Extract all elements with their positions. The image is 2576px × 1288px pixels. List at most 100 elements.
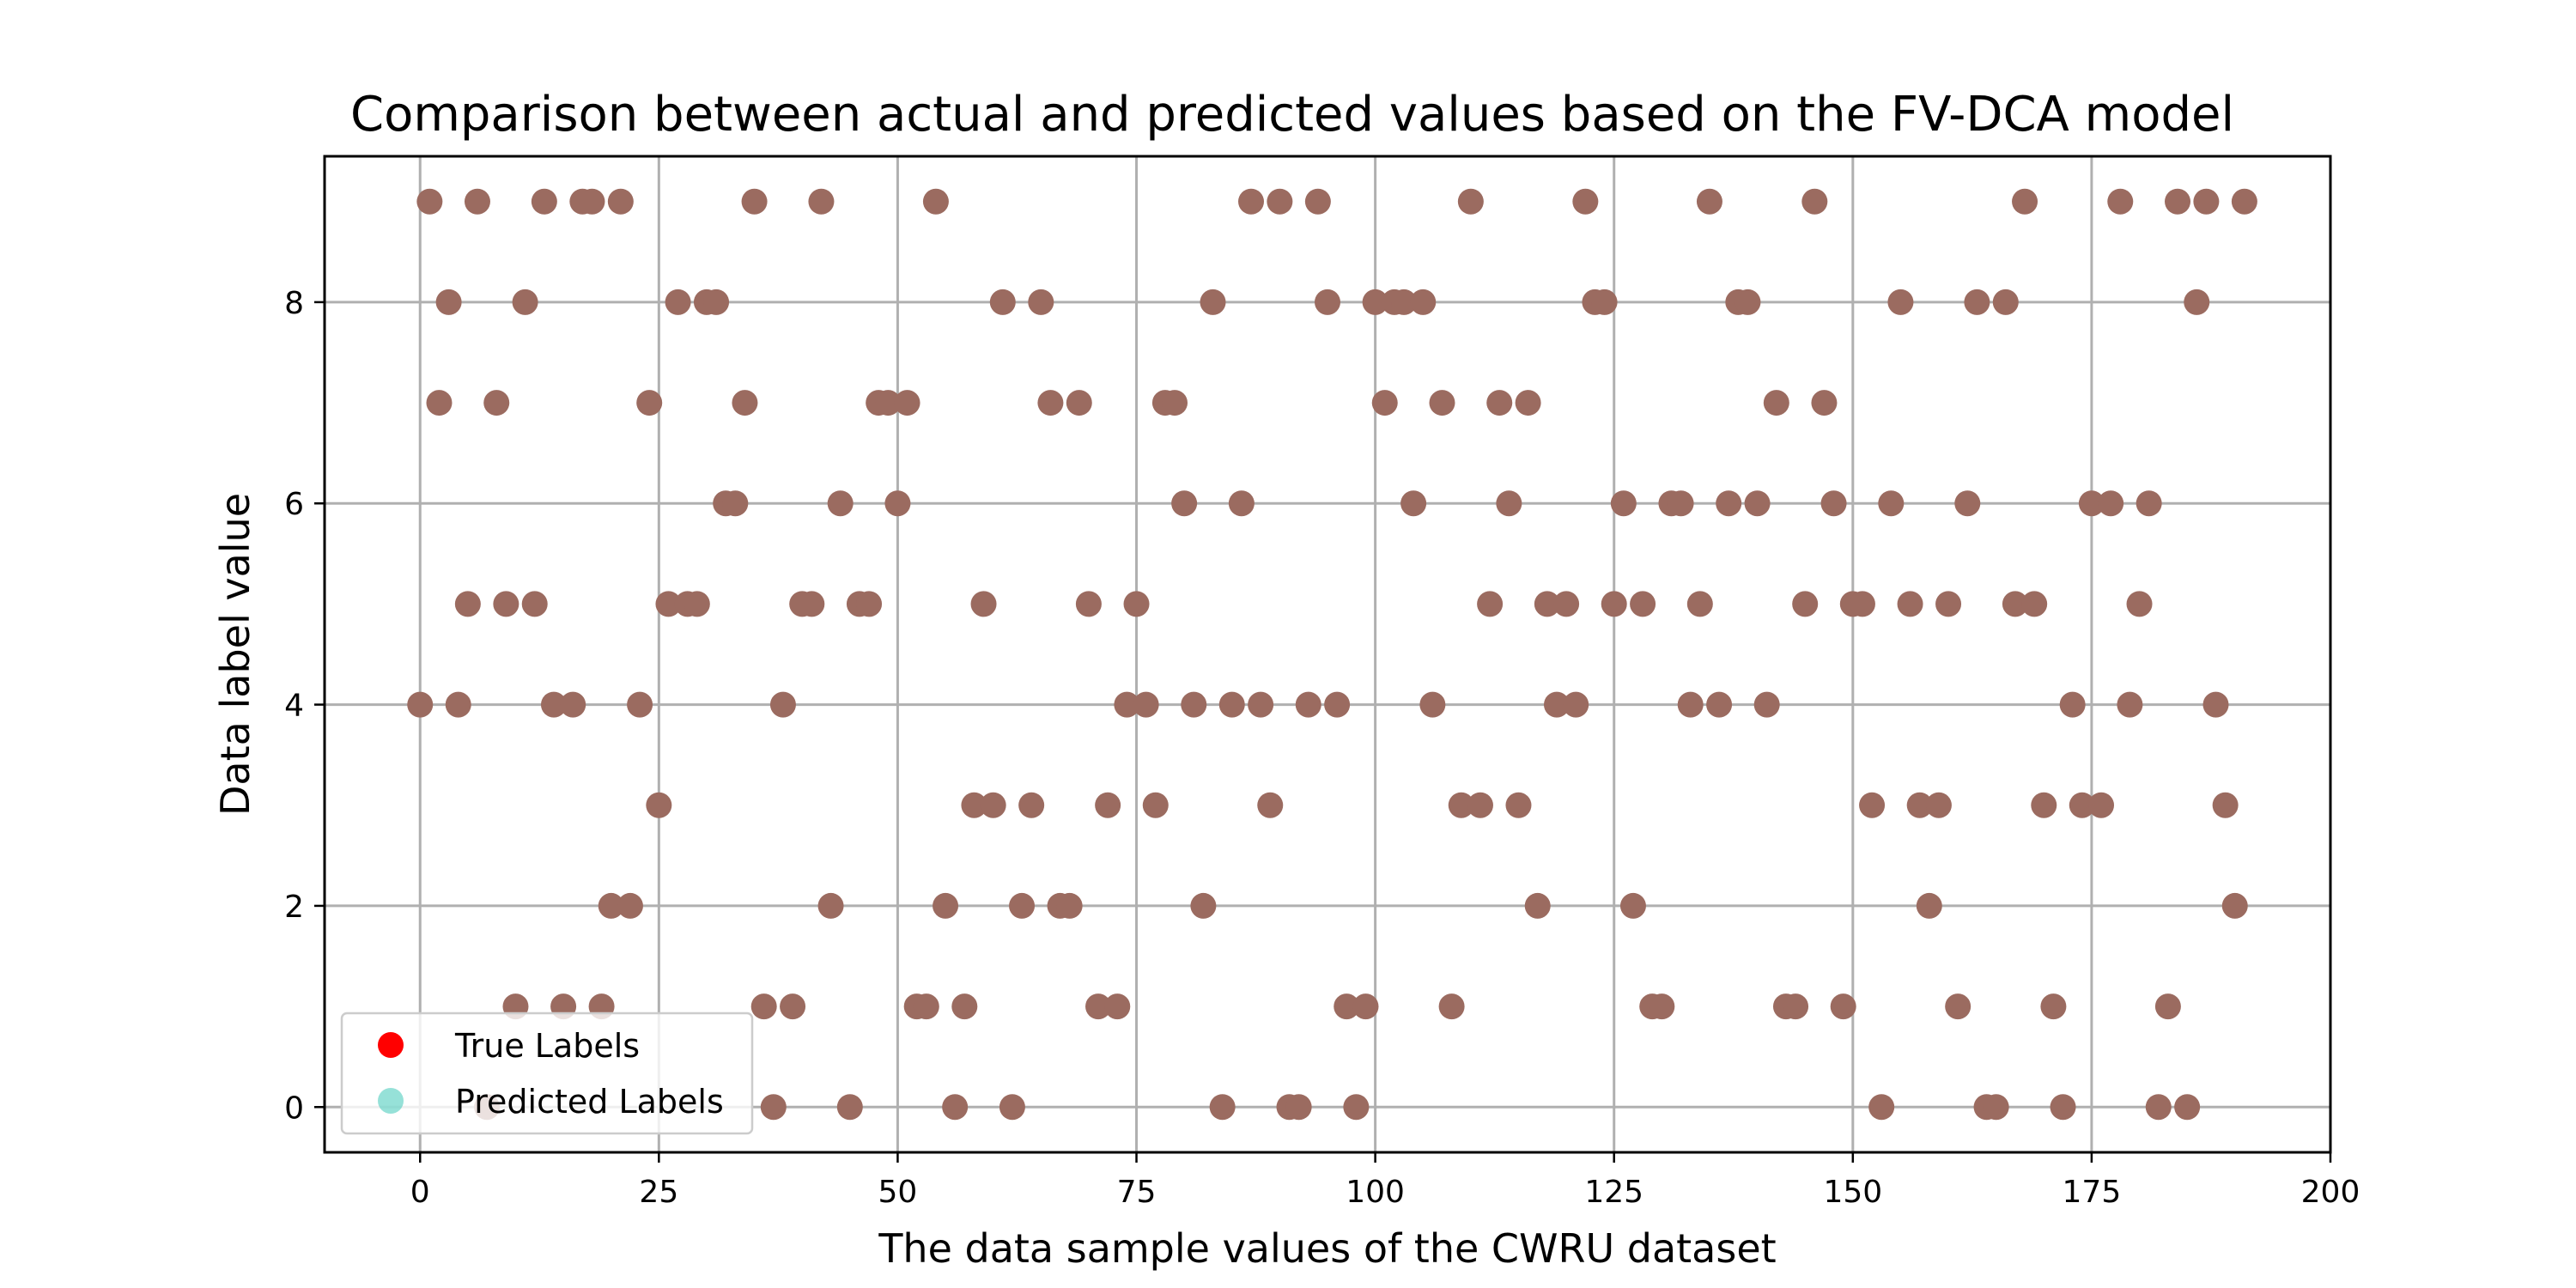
true-label-point (1200, 289, 1226, 315)
true-label-point (1238, 188, 1265, 215)
true-label-point (2002, 591, 2028, 617)
true-label-point (636, 390, 663, 416)
true-label-point (799, 591, 825, 617)
true-label-point (579, 188, 605, 215)
predicted-label-point (1486, 390, 1512, 416)
true-label-point (1830, 993, 1856, 1020)
true-label-point (989, 289, 1016, 315)
true-label-point (1457, 188, 1484, 215)
true-label-point (1190, 892, 1217, 919)
predicted-label-point (1190, 893, 1216, 919)
predicted-label-point (895, 390, 920, 416)
predicted-label-point (761, 1094, 787, 1120)
true-label-point (2040, 993, 2067, 1020)
true-label-point (1878, 490, 1905, 517)
x-tick-label: 0 (410, 1175, 430, 1210)
true-label-point (817, 892, 844, 919)
predicted-label-point (1926, 793, 1952, 818)
predicted-label-point (1286, 1094, 1312, 1120)
x-tick-label: 150 (1823, 1175, 1882, 1210)
predicted-label-point (646, 793, 671, 818)
true-label-point (531, 188, 557, 215)
true-label-point (1763, 390, 1789, 416)
true-label-point (1037, 390, 1064, 416)
predicted-label-point (1697, 189, 1722, 215)
predicted-label-point (1601, 591, 1627, 617)
true-label-point (1859, 792, 1886, 818)
predicted-label-point (1028, 289, 1054, 315)
true-label-point (1534, 591, 1560, 617)
true-label-point (1104, 993, 1131, 1020)
predicted-label-point (1076, 591, 1102, 617)
true-label-point (2012, 188, 2038, 215)
x-tick-label: 100 (1346, 1175, 1405, 1210)
predicted-label-point (1525, 893, 1551, 919)
predicted-label-point (1467, 793, 1493, 818)
predicted-label-point (1324, 692, 1350, 718)
true-label-point (560, 691, 586, 718)
predicted-label-point (426, 390, 452, 416)
true-label-point (1686, 591, 1713, 617)
predicted-label-point (2107, 189, 2133, 215)
true-label-point (1343, 1094, 1370, 1121)
predicted-label-point (665, 289, 691, 315)
predicted-label-point (1563, 692, 1589, 718)
predicted-label-point (2193, 189, 2219, 215)
y-tick-label: 2 (284, 890, 304, 925)
true-label-point (2069, 792, 2095, 818)
true-label-point (1935, 591, 1962, 617)
predicted-label-point (1572, 189, 1598, 215)
true-label-point (884, 490, 911, 517)
true-label-point (1505, 792, 1532, 818)
predicted-label-point (1210, 1094, 1236, 1120)
predicted-label-point (828, 490, 854, 516)
true-label-point (1352, 993, 1379, 1020)
legend: True Labels Predicted Labels (340, 1012, 754, 1135)
true-label-point (999, 1094, 1025, 1121)
true-label-point (1811, 390, 1838, 416)
predicted-label-point (923, 189, 949, 215)
predicted-label-point (1821, 490, 1847, 516)
true-label-point (1820, 490, 1847, 517)
true-label-point (1696, 188, 1722, 215)
predicted-label-point (2222, 893, 2248, 919)
true-label-point (1018, 792, 1045, 818)
true-label-point (769, 691, 796, 718)
predicted-label-point (751, 993, 777, 1019)
predicted-label-point (1305, 189, 1331, 215)
true-label-point (607, 188, 634, 215)
true-label-point (426, 390, 453, 416)
predicted-label-point (608, 189, 634, 215)
predicted-label-point (1945, 993, 1971, 1019)
predicted-label-point (1410, 289, 1436, 315)
predicted-label-point (1649, 993, 1674, 1019)
true-label-point (1419, 691, 1446, 718)
predicted-label-point (2088, 793, 2114, 818)
predicted-label-point (1935, 591, 1961, 617)
predicted-label-point (1133, 692, 1159, 718)
true-label-point (445, 691, 471, 718)
true-label-point (2107, 188, 2134, 215)
true-label-point (951, 993, 978, 1020)
predicted-label-point (1630, 591, 1656, 617)
predicted-label-point (1868, 1094, 1894, 1120)
x-axis-label: The data sample values of the CWRU datas… (878, 1225, 1776, 1272)
true-label-point (1783, 993, 1809, 1020)
predicted-label-point (856, 591, 882, 617)
true-label-point (1925, 792, 1952, 818)
true-label-point (2126, 591, 2153, 617)
true-label-point (1315, 289, 1340, 315)
predicted-label-point (722, 490, 748, 516)
true-label-point (1591, 289, 1618, 315)
predicted-label-point (1783, 993, 1808, 1019)
true-label-point (2145, 1094, 2172, 1121)
true-label-point (540, 691, 567, 718)
predicted-label-point (914, 993, 939, 1019)
predicted-label-point (2165, 189, 2190, 215)
true-label-point (1677, 691, 1704, 718)
true-label-point (2154, 993, 2181, 1020)
predicted-label-point (1668, 490, 1694, 516)
true-label-point (1429, 390, 1455, 416)
predicted-label-point (2031, 793, 2057, 818)
